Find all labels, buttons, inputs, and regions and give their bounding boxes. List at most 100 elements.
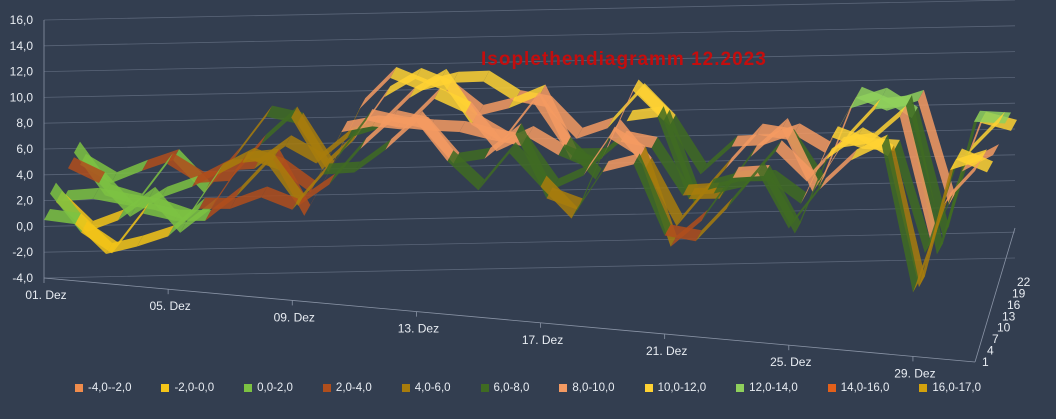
- legend-label: 16,0-17,0: [932, 382, 981, 394]
- legend-label: 10,0-12,0: [657, 382, 707, 394]
- surface-facet: [676, 178, 714, 227]
- surface-facet: [850, 134, 888, 161]
- gridline: [43, 206, 1016, 227]
- surface-facet: [788, 178, 826, 229]
- surface-facet: [298, 173, 336, 206]
- x-tick-label: 25. Dez: [770, 355, 811, 369]
- surface-facet: [477, 97, 515, 116]
- legend-swatch: [244, 384, 253, 392]
- surface-facet: [509, 142, 547, 187]
- x-tick-label: 09. Dez: [274, 310, 315, 324]
- depth-tick-label: 22: [1017, 275, 1031, 289]
- depth-axis-line: [974, 227, 1016, 363]
- surface-facet: [912, 193, 950, 293]
- surface-facet: [143, 202, 181, 221]
- surface-facet: [608, 126, 646, 158]
- legend-label: -2,0-0,0: [174, 382, 215, 394]
- legend-item: 16,0-17,0: [919, 382, 981, 394]
- legend-label: 8,0-10,0: [572, 382, 615, 394]
- surface-facet: [967, 111, 1005, 155]
- surface-facet: [502, 91, 540, 143]
- surface-facet: [775, 140, 813, 182]
- legend-item: 14,0-16,0: [827, 382, 890, 394]
- legend-swatch: [736, 384, 745, 392]
- surface-facet: [142, 149, 180, 171]
- x-tick-label: 05. Dez: [149, 299, 190, 313]
- surface-facet: [725, 123, 763, 169]
- surface-facet: [199, 197, 237, 209]
- gridline: [43, 51, 1016, 72]
- surface-facet: [657, 106, 695, 200]
- legend-label: -4,0--2,0: [88, 382, 132, 394]
- surface-facet: [87, 209, 125, 232]
- surface-facet: [930, 160, 968, 243]
- legend-item: 6,0-8,0: [480, 382, 530, 394]
- surface-facet: [484, 123, 522, 159]
- surface-facet: [111, 159, 149, 184]
- surface-facet: [261, 186, 299, 210]
- y-tick-label: 8,0: [16, 116, 33, 130]
- y-tick-label: 14,0: [10, 39, 34, 53]
- gridline: [43, 231, 1016, 253]
- y-tick-label: 6,0: [16, 142, 33, 156]
- surface-facet: [899, 105, 937, 243]
- surface-facet: [874, 95, 912, 110]
- surface-facet: [849, 87, 887, 109]
- surface-facet: [664, 224, 702, 242]
- depth-tick-label: 19: [1012, 286, 1026, 300]
- legend: -4,0--2,0 -2,0-0,0 0,0-2,0 2,0-4,0 4,0-6,0 6,…: [0, 378, 1056, 398]
- gridline: [43, 257, 1016, 279]
- surface-facet: [818, 97, 856, 187]
- surface-facet: [366, 109, 404, 128]
- surface-facet: [112, 202, 150, 254]
- surface-facet: [819, 149, 857, 190]
- legend-item: -4,0--2,0: [75, 382, 131, 394]
- surface-facet: [235, 105, 273, 158]
- legend-label: 6,0-8,0: [493, 382, 530, 394]
- surface-facet: [230, 186, 268, 209]
- surface-facet: [452, 70, 490, 83]
- surface-facet: [601, 79, 639, 160]
- depth-tick-label: 10: [997, 321, 1011, 335]
- surface-facet: [917, 89, 955, 205]
- surface-facet: [483, 70, 521, 102]
- chart-title: Isoplethendiagramm 12.2023: [481, 49, 767, 70]
- surface-facet: [793, 123, 831, 153]
- surface-facet: [633, 153, 671, 236]
- surface-facet: [881, 134, 919, 293]
- legend-label: 14,0-16,0: [840, 382, 890, 394]
- floor-axis: [43, 227, 1016, 363]
- surface-facet: [533, 91, 571, 149]
- surface-facet: [905, 95, 943, 255]
- y-tick-label: 10,0: [10, 90, 34, 104]
- surface-facet: [93, 187, 131, 205]
- surface-facet: [409, 68, 447, 98]
- surface-facet: [943, 160, 981, 205]
- surface-facet: [651, 136, 689, 196]
- surface-facet: [260, 106, 298, 146]
- surface-facet: [750, 118, 788, 157]
- y-tick-label: -4,0: [12, 271, 33, 285]
- x-axis-line: [43, 277, 976, 363]
- gridline: [43, 0, 1016, 21]
- surface-facet: [292, 163, 330, 210]
- surface-facet: [416, 110, 454, 162]
- surface-facet: [769, 170, 807, 204]
- legend-item: 2,0-4,0: [322, 382, 372, 394]
- x-tick-label: 21. Dez: [646, 344, 687, 358]
- surface-facet: [893, 139, 931, 254]
- legend-swatch: [401, 384, 410, 392]
- depth-tick-label: 16: [1007, 298, 1021, 312]
- surface-facet: [602, 153, 640, 172]
- y-axis-ticks: -4,0 -2,0 0,0 2,0 4,0 6,0 8,0 10,0 12,0 14,0 16,0: [10, 13, 34, 285]
- surface-facet: [540, 175, 578, 219]
- surface-facet: [558, 144, 596, 169]
- surface-facet: [360, 110, 398, 149]
- surface-facet: [192, 159, 230, 187]
- legend-swatch: [827, 384, 836, 392]
- surface-facet: [285, 135, 323, 164]
- surface-facet: [936, 143, 974, 255]
- surface-facet: [508, 84, 546, 109]
- gridline: [43, 180, 1016, 201]
- surface-facet: [211, 151, 249, 209]
